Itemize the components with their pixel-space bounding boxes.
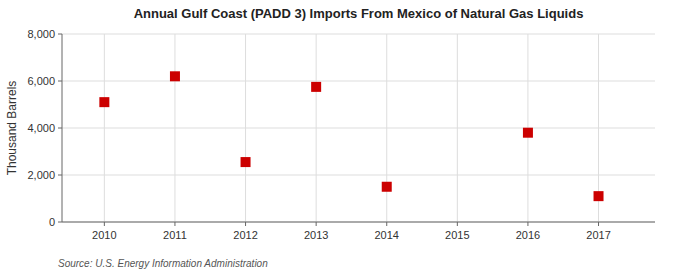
- tick-label-y: 2,000: [27, 169, 55, 181]
- tick-label-x: 2010: [92, 229, 116, 241]
- tick-label-y: 4,000: [27, 122, 55, 134]
- tick-y: [58, 222, 62, 223]
- tick-label-y: 0: [49, 216, 55, 228]
- grid-line-y: [62, 175, 655, 176]
- point: [170, 71, 180, 81]
- grid-line-y: [62, 222, 655, 223]
- tick-label-x: 2012: [233, 229, 257, 241]
- axis-label-y: Thousand Barrels: [5, 81, 19, 176]
- grid-line-x: [245, 34, 246, 222]
- point: [382, 182, 392, 192]
- axis-y: [62, 34, 63, 222]
- tick-y: [58, 81, 62, 82]
- tick-x: [174, 222, 175, 226]
- grid-line-y: [62, 34, 655, 35]
- grid-line-x: [316, 34, 317, 222]
- tick-x: [316, 222, 317, 226]
- point: [311, 82, 321, 92]
- grid-line-y: [62, 128, 655, 129]
- tick-label-x: 2014: [374, 229, 398, 241]
- grid-line-x: [386, 34, 387, 222]
- axes: 0 2,000 4,000 6,000 8,000 2010 2011 2012 2013 201…: [27, 28, 655, 241]
- grid-line-x: [174, 34, 175, 222]
- tick-x: [245, 222, 246, 226]
- source: Source: U.S. Energy Information Administ…: [58, 258, 268, 269]
- grid-line-x: [457, 34, 458, 222]
- point: [523, 128, 533, 138]
- point: [99, 97, 109, 107]
- point: [594, 191, 604, 201]
- grid: [62, 34, 655, 222]
- tick-label-x: 2013: [304, 229, 328, 241]
- tick-x: [104, 222, 105, 226]
- chart: Annual Gulf Coast (PADD 3) Imports From …: [0, 0, 675, 275]
- tick-label-x: 2015: [445, 229, 469, 241]
- tick-label-y: 8,000: [27, 28, 55, 40]
- tick-x: [457, 222, 458, 226]
- tick-x: [386, 222, 387, 226]
- tick-x: [598, 222, 599, 226]
- grid-line-y: [62, 81, 655, 82]
- tick-label-x: 2011: [163, 229, 187, 241]
- tick-x: [527, 222, 528, 226]
- title: Annual Gulf Coast (PADD 3) Imports From …: [134, 6, 584, 21]
- tick-label-x: 2017: [586, 229, 610, 241]
- axis-x: [62, 222, 655, 223]
- point: [241, 157, 251, 167]
- tick-y: [58, 128, 62, 129]
- points: [99, 71, 603, 201]
- grid-line-x: [104, 34, 105, 222]
- tick-label-y: 6,000: [27, 75, 55, 87]
- tick-y: [58, 34, 62, 35]
- tick-y: [58, 175, 62, 176]
- tick-label-x: 2016: [516, 229, 540, 241]
